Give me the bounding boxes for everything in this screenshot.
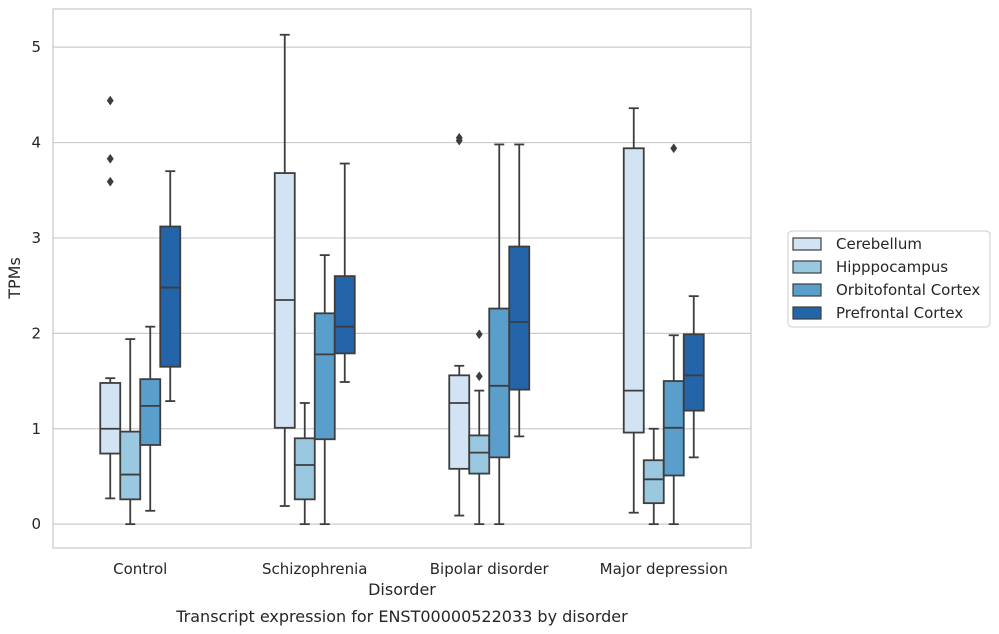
boxes: [99, 33, 705, 526]
x-axis-label: Disorder: [368, 580, 436, 599]
y-tick-label: 5: [31, 38, 41, 56]
box-prefrontal-cortex-0: [159, 170, 182, 402]
outlier-point: [106, 95, 114, 106]
box-iqr: [682, 333, 705, 412]
box-prefrontal-cortex-1: [333, 162, 356, 383]
box-cerebellum-0: [99, 95, 122, 500]
gridlines: [53, 46, 751, 525]
legend: Cerebellum Hipppocampus Orbitofontal Corte…: [787, 230, 991, 328]
box-cerebellum-2: [448, 132, 471, 517]
x-axis-ticks: Control Schizophrenia Bipolar disorder Majo…: [113, 560, 728, 578]
box-hipppocampus-3: [642, 427, 665, 526]
y-tick-label: 0: [31, 515, 41, 533]
y-tick-label: 2: [31, 324, 41, 342]
box-iqr: [508, 245, 531, 391]
legend-swatch: [792, 237, 822, 251]
y-tick-label: 1: [31, 420, 41, 438]
box-iqr: [333, 275, 356, 355]
box-iqr: [313, 312, 336, 441]
box-iqr: [488, 307, 511, 459]
box-iqr: [99, 382, 122, 455]
box-orbitofontal-cortex-1: [313, 254, 336, 526]
outlier-point: [455, 135, 463, 146]
x-tick-label: Schizophrenia: [262, 560, 367, 578]
legend-swatch: [792, 283, 822, 297]
box-orbitofontal-cortex-0: [139, 325, 162, 512]
y-tick-label: 4: [31, 134, 41, 152]
outlier-point: [106, 176, 114, 187]
box-orbitofontal-cortex-2: [488, 143, 511, 526]
legend-label: Cerebellum: [836, 235, 922, 253]
y-axis-label: TPMs: [5, 257, 24, 300]
y-tick-label: 3: [31, 229, 41, 247]
y-axis-ticks: 0 1 2 3 4 5: [31, 38, 41, 533]
box-iqr: [159, 225, 182, 368]
box-iqr: [293, 437, 316, 501]
outlier-point: [475, 329, 483, 340]
outlier-point: [106, 153, 114, 164]
legend-label: Prefrontal Cortex: [836, 304, 963, 322]
legend-swatch: [792, 306, 822, 320]
x-tick-label: Major depression: [600, 560, 728, 578]
box-iqr: [642, 459, 665, 505]
box-hipppocampus-1: [293, 402, 316, 526]
box-iqr: [622, 147, 645, 434]
box-iqr: [468, 434, 491, 475]
box-cerebellum-1: [273, 33, 296, 507]
box-orbitofontal-cortex-3: [662, 143, 685, 526]
box-hipppocampus-2: [468, 329, 491, 526]
legend-swatch: [792, 260, 822, 274]
box-prefrontal-cortex-3: [682, 295, 705, 459]
plot-frame: [52, 8, 752, 549]
outlier-point: [475, 371, 483, 382]
box-hipppocampus-0: [119, 338, 142, 526]
legend-frame: [787, 230, 991, 328]
box-prefrontal-cortex-2: [508, 143, 531, 438]
legend-label: Orbitofontal Cortex: [836, 281, 980, 299]
outlier-point: [670, 143, 678, 154]
box-iqr: [448, 374, 471, 470]
box-iqr: [139, 378, 162, 446]
x-tick-label: Control: [113, 560, 167, 578]
box-cerebellum-3: [622, 107, 645, 514]
box-iqr: [119, 430, 142, 501]
legend-label: Hipppocampus: [836, 258, 948, 276]
x-tick-label: Bipolar disorder: [430, 560, 550, 578]
chart-caption: Transcript expression for ENST0000052203…: [175, 607, 628, 626]
